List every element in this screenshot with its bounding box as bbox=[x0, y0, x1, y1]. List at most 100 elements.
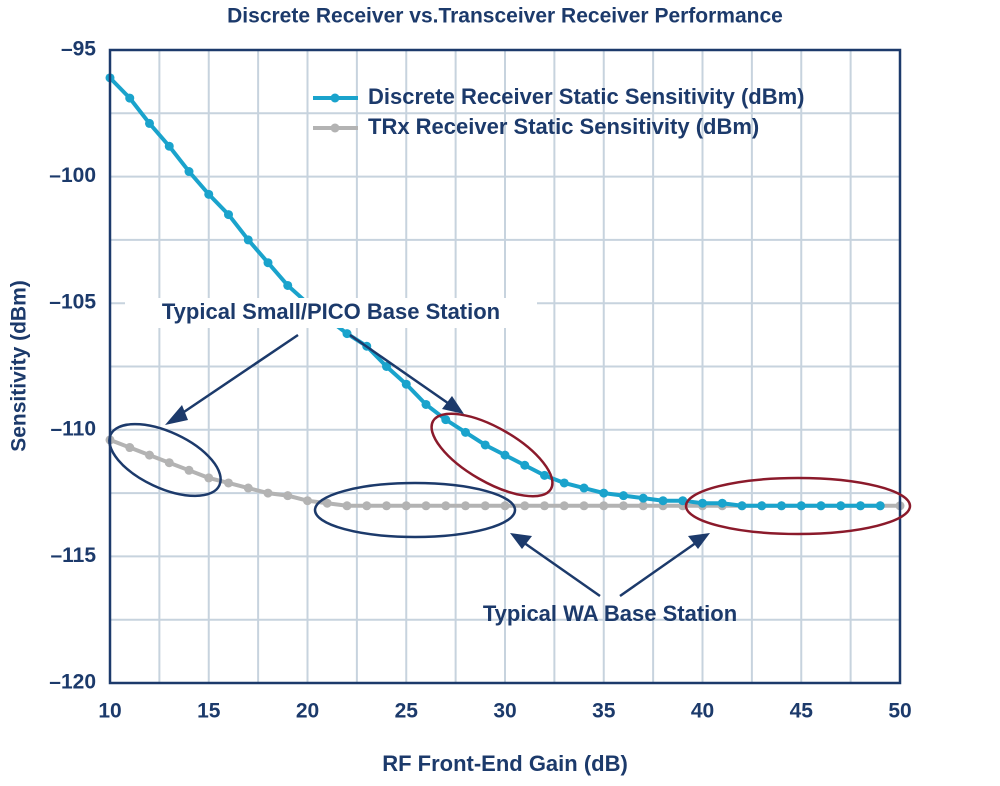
data-point bbox=[480, 440, 490, 450]
grid bbox=[109, 49, 901, 684]
series bbox=[105, 73, 905, 511]
annotation: Typical WA Base Station bbox=[483, 601, 737, 626]
data-point bbox=[184, 465, 194, 475]
data-point bbox=[263, 488, 273, 498]
data-point bbox=[678, 496, 688, 506]
data-point bbox=[421, 399, 431, 409]
annotation-background bbox=[125, 298, 537, 328]
legend-label: TRx Receiver Static Sensitivity (dBm) bbox=[368, 114, 759, 139]
data-point bbox=[658, 496, 668, 506]
y-tick-label: –100 bbox=[49, 164, 96, 187]
data-point bbox=[184, 167, 194, 177]
plot-frame bbox=[108, 48, 902, 685]
annotation: Typical Small/PICO Base Station bbox=[162, 299, 500, 324]
data-point bbox=[303, 496, 312, 506]
x-tick-label: 20 bbox=[296, 700, 319, 723]
data-point bbox=[816, 501, 826, 511]
arrow bbox=[349, 333, 456, 410]
arrow bbox=[519, 538, 601, 598]
data-point bbox=[875, 501, 885, 511]
data-point bbox=[441, 501, 451, 511]
data-point bbox=[500, 501, 510, 511]
data-point bbox=[342, 329, 352, 339]
data-point bbox=[204, 189, 214, 199]
data-point bbox=[796, 501, 806, 511]
data-point bbox=[757, 501, 767, 511]
x-tick-label: 15 bbox=[197, 700, 221, 723]
data-point bbox=[540, 501, 549, 511]
data-point bbox=[461, 427, 470, 437]
arrowhead bbox=[442, 396, 464, 414]
data-point bbox=[243, 235, 253, 245]
y-tick-label: –110 bbox=[50, 417, 96, 440]
data-point bbox=[164, 458, 174, 468]
data-point bbox=[125, 93, 135, 103]
arrow bbox=[174, 333, 299, 420]
data-point bbox=[559, 501, 569, 511]
legend-label: Discrete Receiver Static Sensitivity (dB… bbox=[368, 84, 805, 109]
y-tick-label: –95 bbox=[61, 38, 96, 61]
x-tick-label: 50 bbox=[888, 700, 911, 723]
annotation-ellipse bbox=[684, 476, 912, 536]
y-tick-label: –120 bbox=[49, 671, 96, 694]
data-point bbox=[322, 498, 332, 508]
chart-title: Discrete Receiver vs.Transceiver Receive… bbox=[227, 5, 783, 28]
arrowhead bbox=[510, 533, 532, 549]
annotation-ellipse bbox=[313, 481, 517, 539]
x-tick-label: 25 bbox=[395, 700, 419, 723]
data-point bbox=[125, 443, 135, 453]
data-point bbox=[638, 493, 648, 503]
annotations bbox=[108, 333, 912, 598]
data-point bbox=[579, 483, 589, 493]
data-point bbox=[619, 501, 628, 511]
legend-marker bbox=[330, 93, 340, 103]
data-point bbox=[382, 501, 391, 511]
data-point bbox=[599, 488, 609, 498]
data-point bbox=[777, 501, 786, 511]
data-point bbox=[461, 501, 470, 511]
data-point bbox=[283, 280, 293, 290]
data-point bbox=[599, 501, 609, 511]
data-point bbox=[698, 498, 707, 508]
data-point bbox=[717, 498, 727, 508]
data-point bbox=[224, 210, 233, 220]
data-point bbox=[145, 118, 154, 128]
arrow bbox=[619, 538, 701, 598]
y-tick-label: –105 bbox=[49, 291, 96, 314]
data-point bbox=[164, 141, 174, 151]
annotation-ellipse bbox=[430, 412, 554, 498]
data-point bbox=[619, 491, 628, 501]
series-line bbox=[108, 76, 881, 508]
data-point bbox=[342, 501, 352, 511]
data-point bbox=[540, 470, 549, 480]
data-point bbox=[559, 478, 569, 488]
data-point bbox=[283, 491, 293, 501]
y-axis-label: Sensitivity (dBm) bbox=[8, 280, 31, 452]
y-tick-label: –115 bbox=[50, 544, 96, 567]
x-tick-label: 30 bbox=[493, 700, 516, 723]
x-axis-label: RF Front-End Gain (dB) bbox=[382, 751, 628, 776]
data-point bbox=[243, 483, 253, 493]
arrowhead bbox=[165, 405, 188, 425]
data-point bbox=[579, 501, 589, 511]
x-tick-label: 10 bbox=[98, 700, 121, 723]
data-point bbox=[856, 501, 865, 511]
data-point bbox=[421, 501, 431, 511]
data-point bbox=[362, 501, 372, 511]
annotation-ellipse bbox=[108, 422, 222, 498]
arrowhead bbox=[688, 533, 710, 549]
x-tick-label: 40 bbox=[691, 700, 714, 723]
legend: TRx Receiver Static Sensitivity (dBm) Dis… bbox=[313, 84, 805, 139]
data-point bbox=[836, 501, 846, 511]
data-point bbox=[520, 501, 530, 511]
x-tick-label: 35 bbox=[592, 700, 616, 723]
data-point bbox=[638, 501, 648, 511]
data-point bbox=[401, 501, 411, 511]
legend-marker bbox=[330, 123, 340, 133]
data-point bbox=[737, 501, 747, 511]
data-point bbox=[480, 501, 490, 511]
data-point bbox=[263, 258, 273, 268]
data-point bbox=[382, 362, 391, 371]
data-point bbox=[441, 415, 451, 425]
